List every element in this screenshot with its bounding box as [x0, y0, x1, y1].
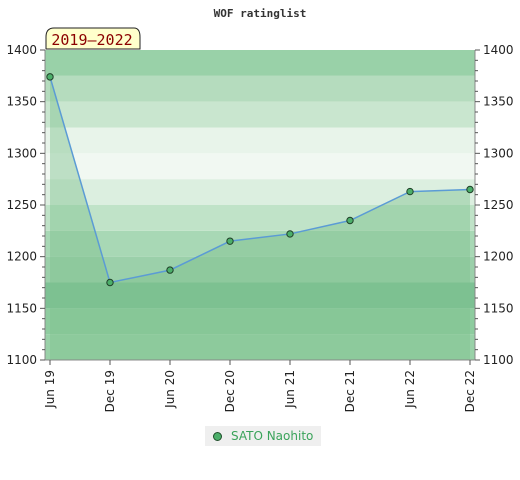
series-marks	[46, 73, 474, 287]
background-band	[45, 179, 475, 205]
x-tick-label: Jun 22	[403, 370, 417, 409]
series-line	[49, 76, 471, 284]
data-point	[166, 266, 174, 274]
y-tick-label-left: 1300	[6, 146, 37, 160]
y-tick-label-left: 1200	[6, 250, 37, 264]
data-point	[346, 216, 354, 225]
background-band	[45, 282, 475, 309]
background-band	[45, 205, 475, 231]
x-tick-label: Dec 19	[103, 370, 117, 412]
y-tick-label-right: 1350	[483, 95, 514, 109]
background-band	[45, 308, 475, 335]
legend[interactable]: SATO Naohito	[205, 426, 322, 446]
chart-title: WOF ratinglist	[214, 7, 307, 20]
y-tick-label-right: 1150	[483, 301, 514, 315]
y-tick-label-right: 1100	[483, 353, 514, 367]
data-point	[406, 187, 414, 196]
x-tick-label: Jun 21	[283, 370, 297, 409]
background-band	[45, 127, 475, 154]
background-band	[45, 256, 475, 283]
y-tick-label-left: 1100	[6, 353, 37, 367]
data-point	[226, 237, 234, 245]
x-tick-label: Dec 22	[463, 370, 477, 412]
background-band	[45, 153, 475, 180]
y-tick-label-right: 1200	[483, 250, 514, 264]
y-tick-label-right: 1300	[483, 146, 514, 160]
background-band	[45, 334, 475, 360]
background-band	[45, 101, 475, 128]
legend-label: SATO Naohito	[231, 429, 314, 443]
y-tick-label-left: 1350	[6, 95, 37, 109]
background-band	[45, 230, 475, 257]
range-label: 2019–2022	[51, 31, 132, 49]
y-tick-label-left: 1150	[6, 301, 37, 315]
x-tick-label: Dec 20	[223, 370, 237, 412]
range-badge: 2019–2022	[45, 27, 141, 50]
y-tick-label-right: 1400	[483, 43, 514, 57]
x-tick-label: Dec 21	[343, 370, 357, 412]
data-point	[466, 185, 474, 194]
y-tick-label-left: 1400	[6, 43, 37, 57]
background-band	[45, 75, 475, 102]
background-bands	[45, 50, 475, 360]
data-point	[46, 73, 54, 81]
background-band	[45, 50, 475, 76]
y-tick-label-right: 1250	[483, 198, 514, 212]
series-area-fill	[50, 76, 470, 360]
axes: 1100 1100 1150 1150 1200 1200 1250 1250 1300 1300…	[6, 43, 513, 412]
legend-marker-icon	[213, 431, 222, 441]
x-tick-label: Jun 20	[163, 370, 177, 409]
series-area	[49, 76, 471, 360]
x-tick-label: Jun 19	[43, 370, 57, 409]
data-point	[286, 230, 294, 238]
data-point	[106, 278, 114, 287]
y-tick-label-left: 1250	[6, 198, 37, 212]
